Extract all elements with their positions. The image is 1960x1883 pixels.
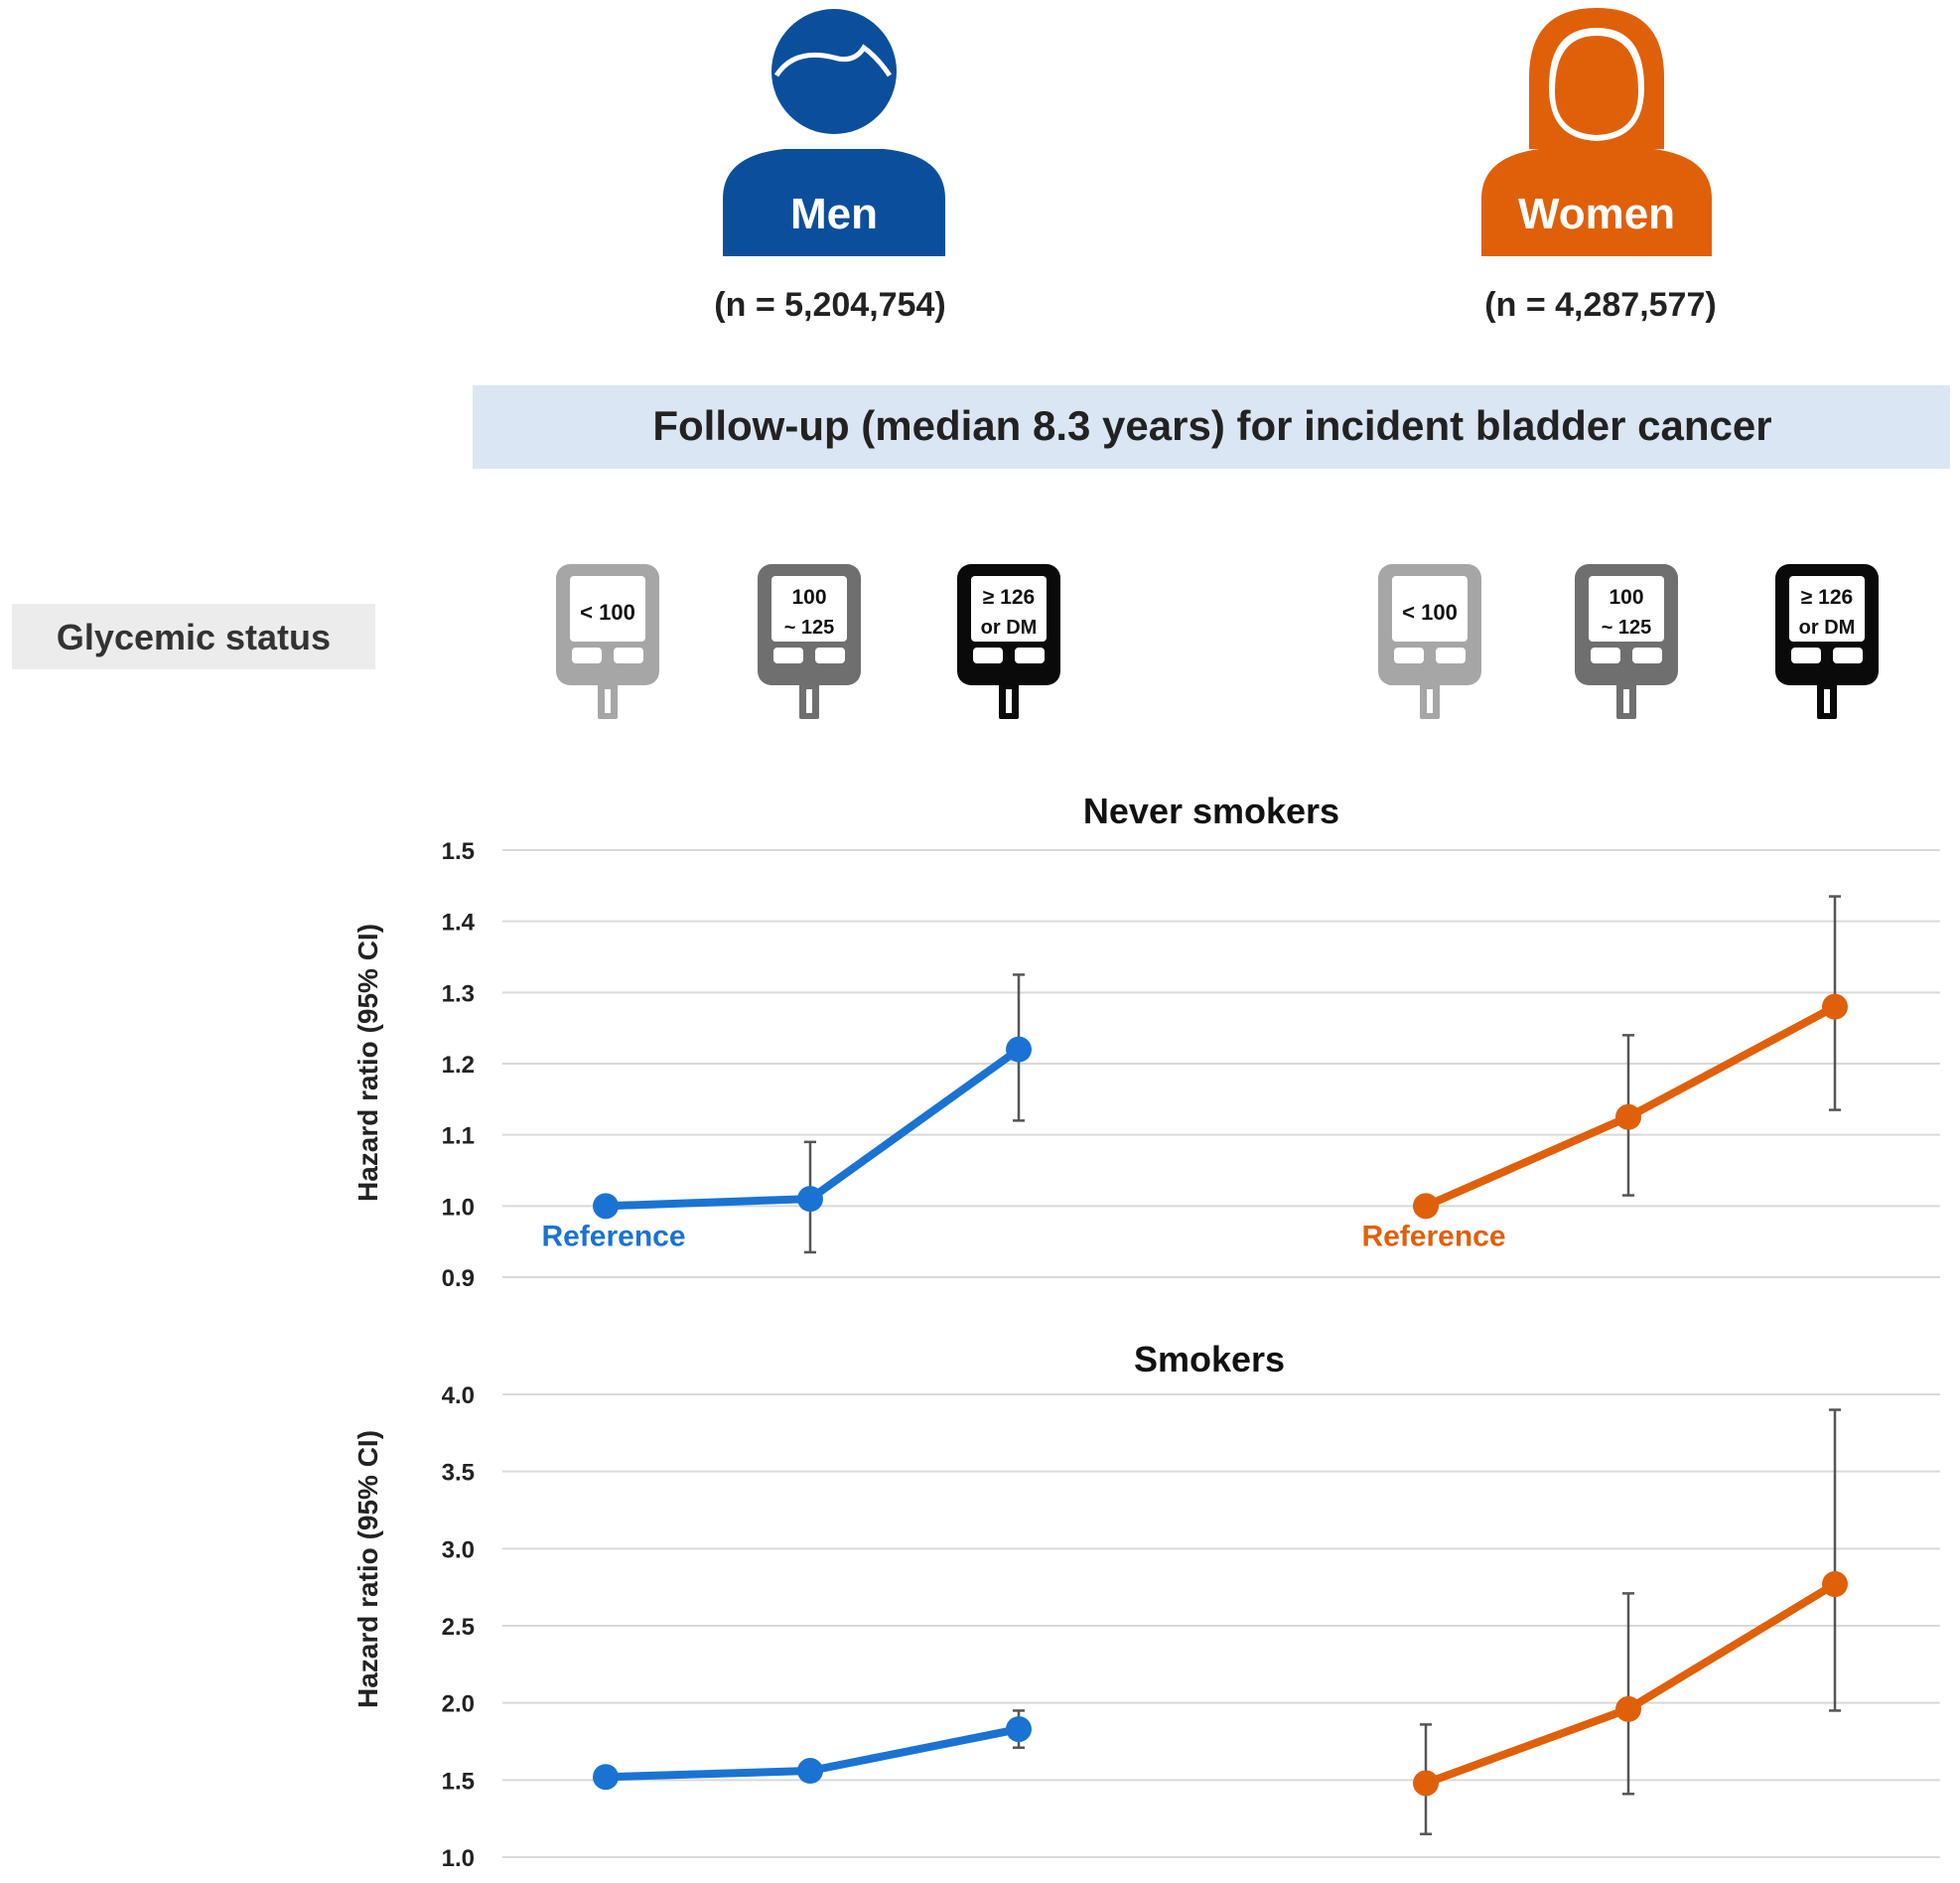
glucometer-button-left [1394, 648, 1424, 663]
followup-banner [473, 385, 1950, 469]
women-person-icon [1481, 8, 1712, 256]
series-line [602, 1045, 1023, 1211]
glycemic-status-label: Glycemic status [57, 617, 331, 657]
glucometer-screen [771, 576, 847, 642]
glucometer-button-left [973, 648, 1003, 663]
series-men [593, 1709, 1032, 1791]
glucometer-screen [1789, 576, 1865, 642]
data-point [1615, 1103, 1641, 1130]
smokers-ylabel: Hazard ratio (95% CI) [352, 1430, 383, 1708]
glucometer-button-right [614, 648, 643, 663]
y-tick-label: 1.5 [442, 838, 475, 865]
glucometer-men-1: < 100 [556, 564, 659, 719]
glucometer-button-right [1833, 648, 1863, 663]
glucometer-reading-line1: 100 [791, 586, 826, 609]
glucometer-reading-line1: < 100 [580, 600, 635, 625]
followup-banner-text: Follow-up (median 8.3 years) for inciden… [652, 402, 1771, 449]
data-point [1615, 1695, 1641, 1722]
y-tick-label: 1.2 [442, 1052, 475, 1079]
glucometer-screen [1589, 576, 1664, 642]
glucometer-strip-slot [1006, 689, 1012, 713]
glucometer-reading-line2: ~ 125 [1602, 617, 1652, 639]
glucometer-men-3: ≥ 126 or DM [957, 564, 1060, 719]
data-point [593, 1764, 619, 1791]
glucometer-screen [1392, 576, 1468, 642]
data-point [1822, 1571, 1848, 1598]
glucometer-button-right [1015, 648, 1045, 663]
series-women: Reference [1361, 895, 1848, 1252]
reference-label: Reference [541, 1220, 685, 1252]
glucometer-button-left [1591, 648, 1620, 663]
y-tick-label: 3.0 [442, 1536, 475, 1563]
glucometer-button-right [815, 648, 845, 663]
data-point [1413, 1193, 1439, 1220]
men-label: Men [790, 190, 878, 238]
y-tick-label: 1.0 [442, 1194, 475, 1221]
glucometer-women-3: ≥ 126 or DM [1775, 564, 1879, 719]
glucometer-button-right [1632, 648, 1662, 663]
data-point [1006, 1716, 1032, 1743]
glucometer-icons: < 100 100 ~ 125 ≥ 126 or DM < 100 100 ~ 125 ≥ 12… [556, 564, 1879, 719]
glucometer-screen [971, 576, 1047, 642]
smokers-chart: Smokers Hazard ratio (95% CI) 1.0 1.5 2.0 2… [352, 1339, 1940, 1872]
data-point [1413, 1770, 1439, 1797]
glucometer-button-right [1436, 648, 1466, 663]
glucometer-reading-line1: ≥ 126 [1801, 586, 1853, 609]
glucometer-strip-slot [806, 689, 812, 713]
data-point [797, 1186, 823, 1213]
glucometer-button-left [572, 648, 602, 663]
glucometer-reading-line2: ~ 125 [784, 617, 835, 639]
y-tick-label: 3.5 [442, 1460, 475, 1487]
y-tick-label: 1.4 [442, 910, 476, 937]
glucometer-reading-line2: or DM [981, 617, 1038, 639]
glucometer-button-left [773, 648, 803, 663]
y-tick-label: 1.0 [442, 1845, 475, 1872]
glucometer-reading-line1: 100 [1609, 586, 1643, 609]
y-tick-label: 2.5 [442, 1614, 475, 1641]
series-men: Reference [541, 973, 1032, 1254]
glucometer-reading-line1: ≥ 126 [983, 586, 1035, 609]
glucometer-strip-slot [1824, 689, 1830, 713]
women-label: Women [1518, 190, 1675, 238]
glucometer-reading-line1: < 100 [1402, 600, 1458, 625]
never-smokers-title: Never smokers [1083, 791, 1339, 831]
glycemic-status-box [12, 604, 375, 669]
series-women [1413, 1408, 1848, 1835]
data-point [1822, 993, 1848, 1020]
data-point [1006, 1036, 1032, 1063]
never-smokers-chart: Never smokers Hazard ratio (95% CI) 0.9 1… [352, 791, 1940, 1292]
glucometer-women-2: 100 ~ 125 [1575, 564, 1678, 719]
glucometer-strip-slot [605, 689, 611, 713]
glucometer-strip-slot [1427, 689, 1433, 713]
y-tick-label: 1.5 [442, 1768, 475, 1795]
glucometer-reading-line2: or DM [1799, 617, 1856, 639]
men-sample-size: (n = 5,204,754) [714, 286, 945, 324]
data-point [797, 1758, 823, 1785]
reference-label: Reference [1361, 1220, 1505, 1252]
never-smokers-ylabel: Hazard ratio (95% CI) [352, 924, 383, 1202]
y-tick-label: 1.3 [442, 980, 475, 1007]
y-tick-label: 2.0 [442, 1691, 475, 1718]
glucometer-screen [570, 576, 645, 642]
y-tick-label: 1.1 [442, 1123, 475, 1150]
glucometer-button-left [1791, 648, 1821, 663]
glucometer-men-2: 100 ~ 125 [758, 564, 861, 719]
series-line [1422, 1580, 1839, 1788]
men-person-icon [723, 9, 945, 256]
data-point [593, 1193, 619, 1220]
y-tick-label: 0.9 [442, 1265, 475, 1292]
women-sample-size: (n = 4,287,577) [1484, 286, 1716, 324]
y-tick-label: 4.0 [442, 1382, 475, 1409]
glucometer-women-1: < 100 [1378, 564, 1481, 719]
glucometer-strip-slot [1623, 689, 1629, 713]
smokers-title: Smokers [1134, 1339, 1285, 1379]
